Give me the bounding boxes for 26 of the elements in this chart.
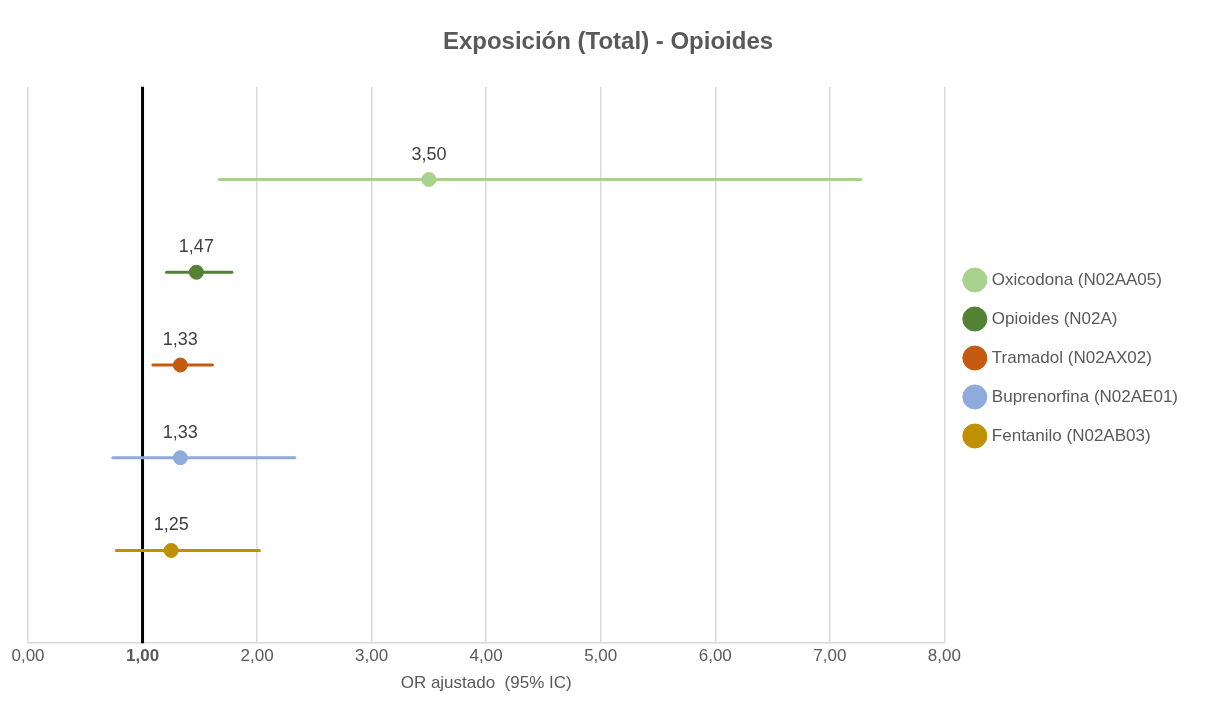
legend-label: Opioides (N02A) bbox=[991, 308, 1118, 328]
point bbox=[172, 450, 188, 466]
data-label: 1,33 bbox=[162, 421, 198, 442]
x-tick-label: 1,00 bbox=[126, 646, 160, 666]
legend-label: Tramadol (N02AX02) bbox=[991, 347, 1152, 367]
x-axis-title: OR ajustado (95% IC) bbox=[400, 673, 572, 693]
chart-title: Exposición (Total) - Opioides bbox=[442, 27, 774, 55]
legend-label: Buprenorfina (N02AE01) bbox=[991, 386, 1179, 406]
point bbox=[172, 357, 188, 373]
x-tick-label: 6,00 bbox=[698, 646, 732, 666]
point bbox=[188, 264, 204, 280]
x-tick-label: 5,00 bbox=[584, 646, 618, 666]
data-label: 1,47 bbox=[178, 236, 214, 257]
x-tick-label: 2,00 bbox=[240, 646, 274, 666]
data-label: 1,25 bbox=[153, 514, 189, 535]
x-tick-label: 3,00 bbox=[355, 646, 389, 666]
data-label: 1,33 bbox=[162, 328, 198, 349]
x-tick-label: 7,00 bbox=[813, 646, 847, 666]
point bbox=[163, 542, 179, 558]
legend-label: Fentanilo (N02AB03) bbox=[991, 425, 1151, 445]
x-tick-label: 4,00 bbox=[469, 646, 503, 666]
point bbox=[421, 172, 437, 188]
x-tick-label: 0,00 bbox=[11, 646, 45, 666]
x-tick-label: 8,00 bbox=[927, 646, 961, 666]
data-label: 3,50 bbox=[411, 143, 447, 164]
legend-label: Oxicodona (N02AA05) bbox=[991, 269, 1162, 289]
